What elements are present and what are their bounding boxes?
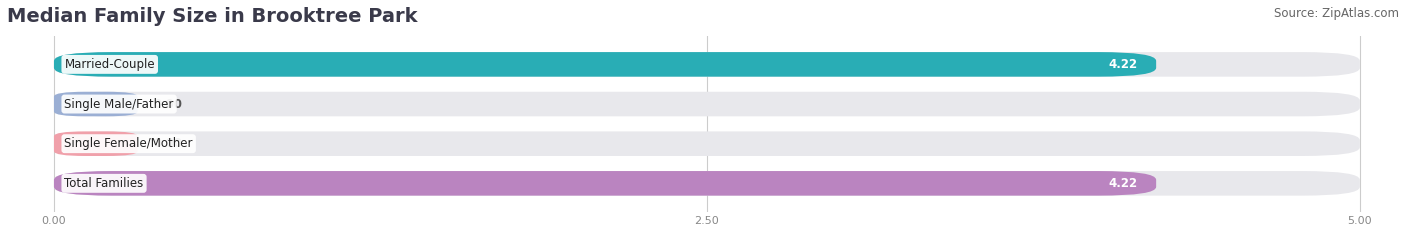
Text: 0.00: 0.00 [153, 137, 183, 150]
Text: 4.22: 4.22 [1109, 177, 1137, 190]
Text: 4.22: 4.22 [1109, 58, 1137, 71]
FancyBboxPatch shape [53, 131, 138, 156]
FancyBboxPatch shape [53, 52, 1360, 77]
Text: Total Families: Total Families [65, 177, 143, 190]
FancyBboxPatch shape [53, 171, 1360, 196]
FancyBboxPatch shape [53, 171, 1156, 196]
FancyBboxPatch shape [53, 52, 1156, 77]
Text: 0.00: 0.00 [153, 98, 183, 110]
Text: Single Female/Mother: Single Female/Mother [65, 137, 193, 150]
FancyBboxPatch shape [53, 131, 1360, 156]
Text: Married-Couple: Married-Couple [65, 58, 155, 71]
Text: Median Family Size in Brooktree Park: Median Family Size in Brooktree Park [7, 7, 418, 26]
Text: Single Male/Father: Single Male/Father [65, 98, 174, 110]
FancyBboxPatch shape [53, 92, 1360, 116]
Text: Source: ZipAtlas.com: Source: ZipAtlas.com [1274, 7, 1399, 20]
FancyBboxPatch shape [53, 92, 138, 116]
